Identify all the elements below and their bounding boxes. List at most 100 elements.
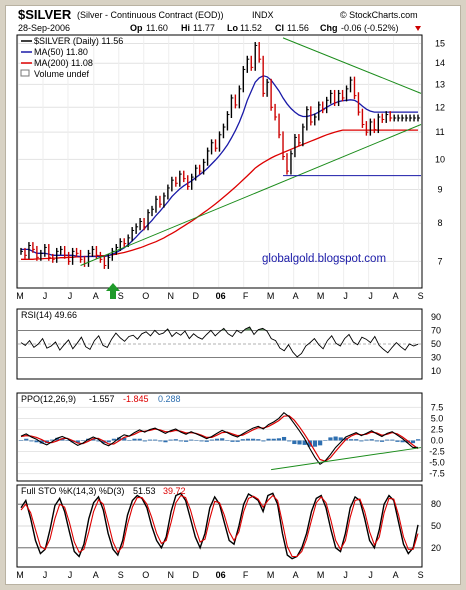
rsi-panel: 90 70 50 30 10 RSI(14) 49.66: [16, 308, 441, 380]
ppo-hist-bar: [235, 440, 240, 442]
bottom-x-tick: D: [192, 570, 199, 580]
price-y-tick: 15: [435, 39, 445, 49]
sto-d-line: [20, 494, 419, 558]
price-y-tick: 10: [435, 154, 445, 164]
ppo-hist-bar: [106, 440, 111, 443]
sto-y-tick-labels: 80 50 20: [431, 499, 441, 553]
svg-text:Chg: Chg: [320, 23, 338, 33]
ppo-hist-bar: [416, 439, 421, 441]
rsi-y-tick: 70: [431, 325, 441, 335]
price-x-tick: A: [393, 291, 399, 301]
bottom-x-tick: N: [167, 570, 174, 580]
sto-y-tick: 20: [431, 543, 441, 553]
bottom-x-tick-labels: M J J A S O N D 06 F M A M J J A S: [16, 570, 423, 580]
bottom-x-tick: J: [368, 570, 373, 580]
ppo-lines: [20, 411, 419, 466]
bottom-x-tick: O: [142, 570, 149, 580]
change-value: -0.06 (-0.52%): [341, 23, 399, 33]
close-value: 11.56: [287, 23, 309, 33]
ppo-hist-bar: [245, 438, 251, 441]
price-y-tick: 12: [435, 102, 445, 112]
bottom-x-tick: A: [93, 570, 99, 580]
svg-text:Lo: Lo: [227, 23, 238, 33]
ppo-hist-bar: [251, 438, 256, 441]
ppo-hist-bar: [116, 437, 122, 441]
ppo-hist-bar: [266, 438, 271, 441]
legend-silver: $SILVER (Daily) 11.56: [34, 36, 123, 46]
stockcharts-credit: © StockCharts.com: [340, 10, 418, 20]
blog-watermark: globalgold.blogspot.com: [262, 253, 386, 265]
ppo-hist-bar: [302, 440, 307, 445]
low-value: 11.52: [240, 23, 262, 33]
rsi-y-tick: 30: [431, 353, 441, 363]
rsi-y-tick: 10: [431, 366, 441, 376]
price-y-tick: 9: [437, 185, 442, 195]
sto-d-value: 39.72: [163, 486, 186, 496]
ppo-trendline-line: [271, 447, 422, 471]
price-y-tick: 14: [435, 58, 445, 68]
ppo-hist-bar: [137, 438, 142, 441]
ppo-hist-bar: [410, 440, 416, 444]
sto-y-tick: 50: [431, 521, 441, 531]
price-bars: [20, 42, 420, 269]
price-x-tick: J: [343, 291, 348, 301]
bottom-x-tick: M: [267, 570, 275, 580]
price-x-tick: O: [142, 291, 149, 301]
sto-panel: 80 50 20 Full STO %K(14,3) %D(3) 51.53 39.…: [16, 484, 441, 568]
ppo-hist-bar: [271, 438, 276, 441]
ppo-hist-bar: [70, 440, 75, 443]
bottom-x-tick: J: [343, 570, 348, 580]
ppo-hist-bar: [183, 440, 189, 442]
price-x-tick: A: [293, 291, 299, 301]
ppo-value: -1.557: [89, 394, 115, 404]
bottom-x-tick: A: [393, 570, 399, 580]
date-label: 28-Sep-2006: [18, 23, 70, 33]
ppo-hist-bar: [297, 440, 302, 445]
ppo-panel-frame: [16, 392, 423, 482]
price-x-tick: S: [418, 291, 424, 301]
price-x-tick: J: [43, 291, 48, 301]
ppo-hist-bar: [364, 439, 369, 441]
ppo-hist-bar: [225, 440, 230, 441]
ppo-y-tick-labels: 7.55.02.5 0.0-2.5-5.0-7.5: [429, 402, 445, 478]
rsi-line: [20, 326, 419, 358]
ppo-hist-bar: [385, 439, 390, 441]
price-x-tick: N: [167, 291, 174, 301]
sto-k-value: 51.53: [133, 486, 156, 496]
rsi-y-tick-labels: 90 70 50 30 10: [431, 312, 441, 376]
price-y-tick: 8: [437, 218, 442, 228]
sto-lines: [20, 492, 419, 560]
price-x-tick: 06: [216, 291, 226, 301]
ppo-hist-bar: [173, 439, 178, 441]
ppo-hist-bar: [34, 440, 39, 443]
ppo-hist-bar: [400, 440, 405, 443]
ohlc-readout: Op 11.60 Hi 11.77 Lo 11.52 Cl 11.56 Chg …: [130, 23, 421, 33]
high-value: 11.77: [193, 23, 215, 33]
ppo-hist-bar: [312, 440, 318, 447]
ppo-line: [20, 411, 418, 466]
ppo-hist-bar: [204, 440, 209, 442]
ppo-hist-value: 0.288: [158, 394, 181, 404]
svg-text:Hi: Hi: [181, 23, 190, 33]
ppo-hist-bar: [132, 438, 137, 441]
ppo-trendline: [271, 447, 422, 471]
ppo-hist-bar: [158, 440, 163, 442]
svg-text:Cl: Cl: [275, 23, 284, 33]
price-y-tick-labels: 7 8 9 10 11 12 13 14 15: [435, 39, 445, 267]
ppo-hist-bar: [91, 438, 96, 441]
ppo-hist-bar: [153, 439, 158, 441]
ppo-panel: 7.55.02.5 0.0-2.5-5.0-7.5 PPO(12,26,9) -1…: [16, 392, 445, 482]
price-x-tick: A: [93, 291, 99, 301]
ppo-hist-bar: [287, 440, 292, 442]
bottom-x-tick: S: [118, 570, 124, 580]
ppo-hist-bar: [395, 440, 400, 442]
ppo-hist-bar: [96, 440, 101, 442]
bottom-x-tick: 06: [216, 570, 226, 580]
price-trendlines: [80, 37, 422, 266]
ppo-hist-bar: [214, 438, 220, 441]
ppo-y-tick: 2.5: [431, 424, 444, 434]
ppo-hist-bar: [55, 437, 60, 441]
price-x-tick: M: [317, 291, 325, 301]
